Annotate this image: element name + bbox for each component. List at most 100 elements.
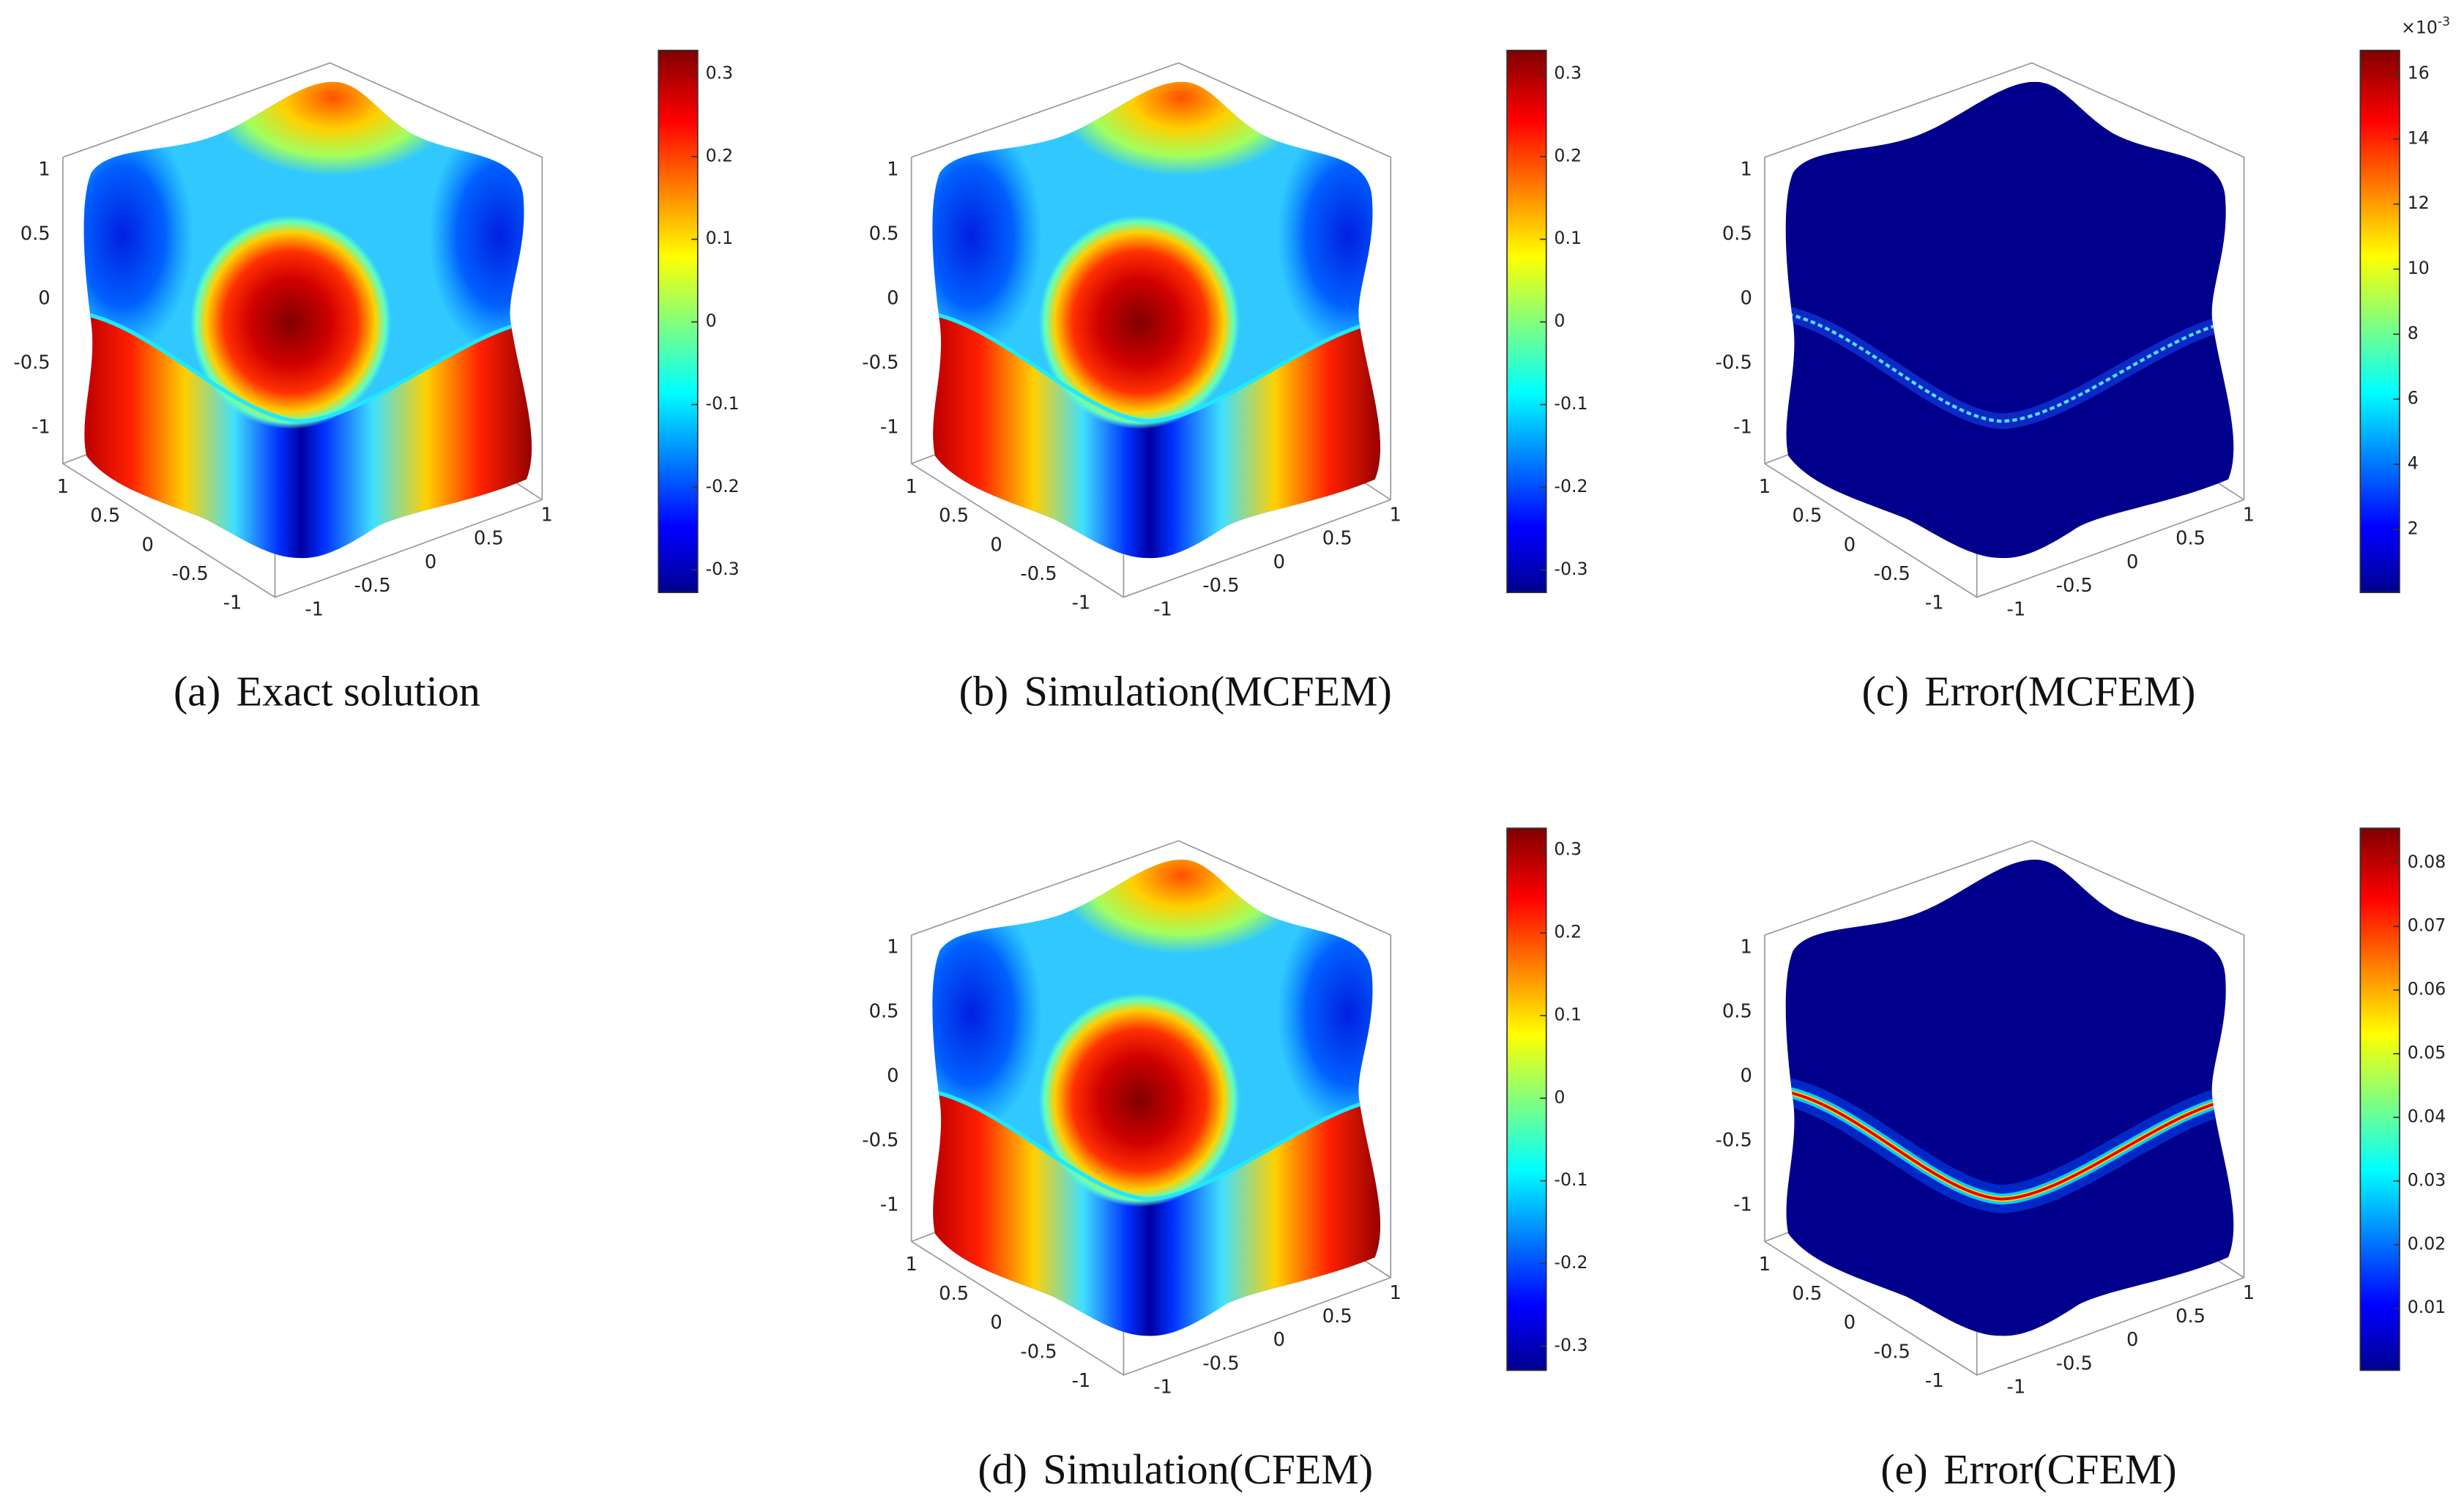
caption-text: Error(MCFEM) bbox=[1924, 668, 2195, 715]
caption-text: Error(CFEM) bbox=[1943, 1445, 2177, 1493]
y-tick-label: 1 bbox=[2243, 505, 2255, 526]
colorbar-tick-label: -0.3 bbox=[706, 559, 740, 579]
colorbar-tick-label: 0 bbox=[706, 310, 717, 331]
error-band bbox=[1787, 313, 2229, 423]
colorbar-tick-label: 0.3 bbox=[1554, 839, 1582, 860]
y-tick-label: -1 bbox=[1153, 598, 1172, 620]
x-tick-label: -1 bbox=[1925, 592, 1944, 614]
z-tick-label: 1 bbox=[38, 158, 50, 180]
x-tick-label: -0.5 bbox=[1874, 1341, 1910, 1363]
surface bbox=[1785, 860, 2234, 1336]
axes: 1 0.5 0 -0.5 -1 1 0.5 0 -0.5 -1 -1 -0.5 0 0.5 1 bbox=[862, 840, 1402, 1399]
panel: 10.50-0.5-110.50-0.5-1 -1-0.500.510.30.20… bbox=[862, 49, 1588, 715]
caption-label: (e) bbox=[1880, 1445, 1927, 1493]
x-tick-label: 1 bbox=[1759, 476, 1771, 498]
colorbar-tick-label: 0.2 bbox=[706, 145, 734, 165]
colorbar-tick-label: 0.03 bbox=[2408, 1169, 2446, 1190]
colorbar: 0.3 0.2 0.1 0 -0.1 -0.2 -0.3 bbox=[1506, 827, 1588, 1371]
x-tick-label: 0 bbox=[990, 1312, 1002, 1334]
colorbar: 0.3 0.2 0.1 0 -0.1 -0.2 -0.3 bbox=[1506, 49, 1588, 594]
x-tick-label: 0.5 bbox=[1792, 505, 1822, 527]
colorbar-tick-label: 0.01 bbox=[2408, 1297, 2446, 1317]
x-tick-label: -1 bbox=[1925, 1370, 1944, 1392]
y-tick-label: -0.5 bbox=[1202, 575, 1239, 597]
colorbar-tick-label: 0.05 bbox=[2408, 1043, 2446, 1063]
y-tick-label: 1 bbox=[1389, 505, 1401, 526]
y-tick-label: -1 bbox=[1153, 1377, 1172, 1399]
x-tick-label: 0.5 bbox=[1792, 1283, 1822, 1305]
colorbar-tick-label: 0.08 bbox=[2408, 852, 2446, 872]
z-tick-label: 0 bbox=[1740, 1065, 1752, 1087]
y-tick-label: -0.5 bbox=[1202, 1352, 1239, 1374]
y-tick-label: -1 bbox=[2007, 1377, 2026, 1399]
z-tick-label: 0.5 bbox=[1722, 1001, 1752, 1023]
x-tick-label: -0.5 bbox=[1020, 563, 1057, 585]
x-tick-label: -1 bbox=[223, 592, 242, 614]
colorbar-tick-label: 0 bbox=[1554, 1087, 1565, 1107]
caption: (a) Exact solution bbox=[174, 668, 480, 715]
surface-peak bbox=[190, 215, 392, 429]
colorbar-tick-label: 0.02 bbox=[2408, 1233, 2446, 1254]
colorbar-tick-label: 0.2 bbox=[1554, 922, 1582, 942]
y-tick-label: -0.5 bbox=[2056, 575, 2093, 597]
y-tick-label: 0.5 bbox=[2175, 1306, 2206, 1328]
surface-peak bbox=[1038, 215, 1240, 429]
x-tick-label: -0.5 bbox=[1874, 563, 1910, 585]
surface bbox=[932, 860, 1381, 1336]
x-tick-label: 0 bbox=[1844, 1312, 1856, 1334]
surface-base bbox=[1785, 81, 2234, 559]
z-tick-label: -0.5 bbox=[1716, 1130, 1752, 1152]
colorbar-ramp bbox=[1506, 827, 1547, 1371]
colorbar-multiplier: ×10-3 bbox=[2401, 15, 2450, 37]
x-tick-label: 0 bbox=[1844, 534, 1856, 556]
colorbar-tick-label: 0.04 bbox=[2408, 1106, 2446, 1126]
colorbar-ramp bbox=[2359, 49, 2400, 594]
colorbar-tick-label: 10 bbox=[2408, 258, 2430, 278]
multiplier-base: ×10 bbox=[2401, 17, 2438, 37]
x-tick-label: 1 bbox=[57, 476, 69, 498]
colorbar-ramp bbox=[1506, 49, 1547, 594]
caption-text: Simulation(MCFEM) bbox=[1024, 668, 1392, 715]
error-band bbox=[1787, 1090, 2229, 1201]
axis-line bbox=[1764, 840, 2245, 1376]
panel: 10.50-0.5-110.50-0.5-1 -1-0.500.511614121… bbox=[1716, 15, 2450, 715]
colorbar-tick-label: 14 bbox=[2408, 127, 2430, 148]
colorbar-tick-label: 0.1 bbox=[1554, 1004, 1582, 1024]
colorbar-tick-label: -0.1 bbox=[1554, 1169, 1588, 1190]
colorbar-tick-label: -0.2 bbox=[1554, 476, 1588, 496]
surface-blue bbox=[428, 118, 532, 354]
z-tick-label: 0.5 bbox=[869, 223, 899, 245]
x-tick-label: 0 bbox=[142, 534, 154, 556]
y-tick-label: 0 bbox=[425, 551, 436, 573]
x-tick-label: 1 bbox=[906, 476, 918, 498]
z-tick-label: -0.5 bbox=[13, 351, 50, 373]
caption: (b) Simulation(MCFEM) bbox=[959, 668, 1392, 715]
y-tick-label: 0.5 bbox=[1322, 528, 1352, 550]
colorbar-tick-label: 16 bbox=[2408, 62, 2430, 83]
axis-line bbox=[1764, 62, 2245, 598]
z-tick-label: 0 bbox=[887, 1065, 898, 1087]
colorbar-tick-label: -0.1 bbox=[706, 393, 740, 414]
caption-label: (c) bbox=[1862, 668, 1909, 715]
x-tick-label: 1 bbox=[1759, 1254, 1771, 1276]
z-tick-label: -1 bbox=[1733, 416, 1752, 438]
colorbar-ramp bbox=[658, 49, 699, 594]
x-tick-label: 0 bbox=[990, 534, 1002, 556]
multiplier-exponent: -3 bbox=[2438, 15, 2450, 29]
z-tick-label: -1 bbox=[880, 1194, 899, 1216]
caption-text: Simulation(CFEM) bbox=[1043, 1445, 1373, 1493]
axis-line bbox=[62, 62, 543, 598]
axes: 1 0.5 0 -0.5 -1 1 0.5 0 -0.5 -1 -1 -0.5 0 0.5 1 bbox=[13, 62, 553, 620]
y-tick-label: 0 bbox=[1273, 1329, 1285, 1351]
z-tick-label: -0.5 bbox=[862, 1130, 898, 1152]
y-tick-label: 1 bbox=[2243, 1282, 2255, 1304]
colorbar-tick-label: -0.2 bbox=[1554, 1252, 1588, 1273]
z-tick-label: 0.5 bbox=[21, 223, 51, 245]
surface bbox=[932, 81, 1381, 559]
colorbar: 0.3 0.2 0.1 0 -0.1 -0.2 -0.3 bbox=[658, 49, 740, 594]
colorbar-tick-label: 12 bbox=[2408, 193, 2430, 213]
panel: 10.50-0.5-110.50-0.5-1 -1-0.500.510.30.20… bbox=[13, 49, 740, 715]
caption: (d) Simulation(CFEM) bbox=[978, 1445, 1373, 1493]
colorbar-ramp bbox=[2359, 827, 2400, 1371]
